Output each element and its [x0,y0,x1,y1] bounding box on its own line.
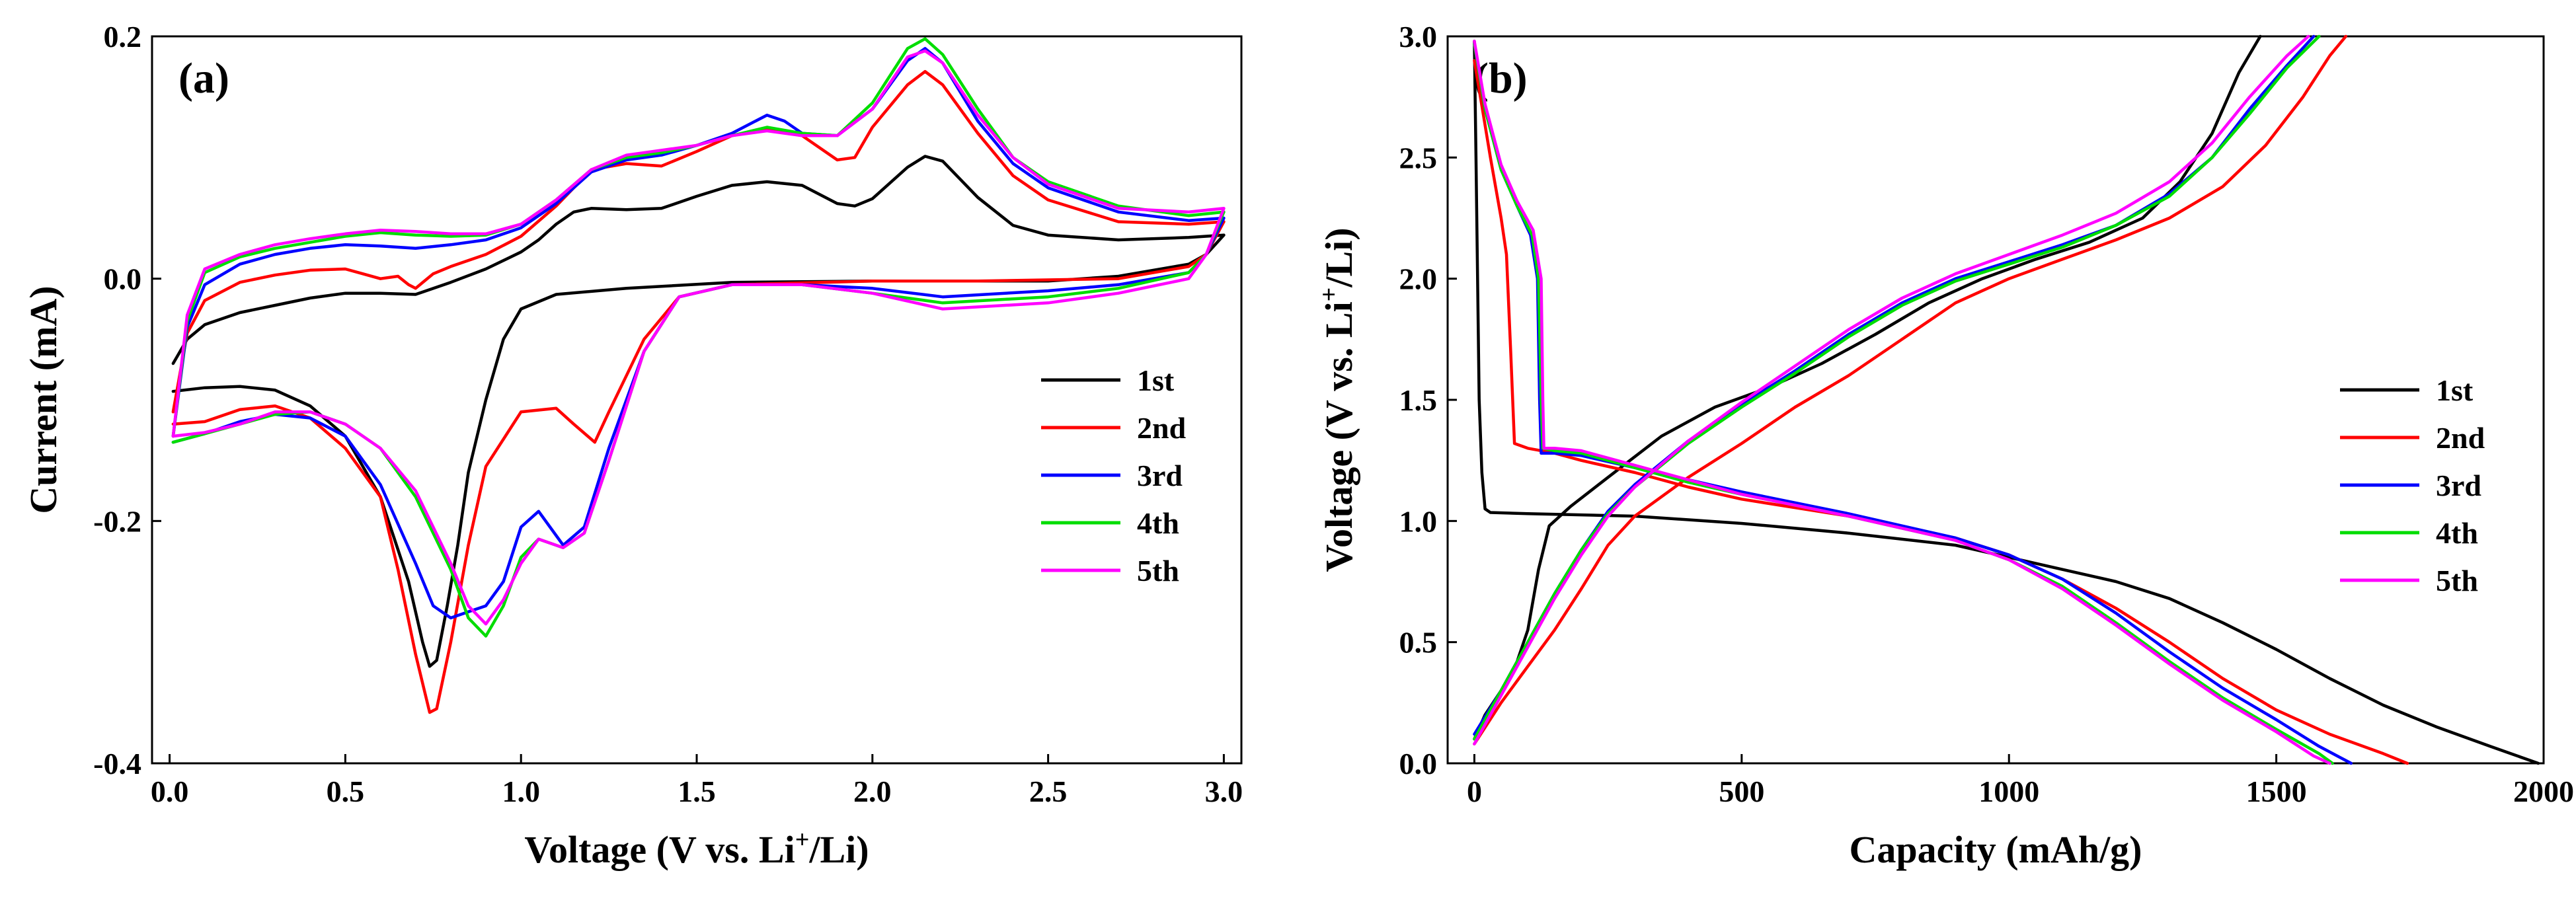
panel-a-legend-label-1st: 1st [1137,363,1175,397]
panel-b-y-tick-label: 2.0 [1399,262,1438,296]
panel-b-charge-discharge-chart: 0 500 1000 1500 2000 0.0 0.5 1.0 1.5 2.0 2.5 3.0 Cap… [1315,20,2574,871]
panel-b-y-tick-label: 3.0 [1399,20,1438,54]
panel-b-y-tick-label: 1.0 [1399,504,1438,538]
panel-b-legend-label-2nd: 2nd [2436,421,2485,455]
panel-a-x-tick-label: 2.0 [853,775,892,808]
panel-b-x-tick-label: 1500 [2246,775,2307,808]
panel-b-y-tick-label: 1.5 [1399,383,1438,417]
panel-a-legend-label-4th: 4th [1137,506,1179,540]
panel-a-legend-label-3rd: 3rd [1137,459,1183,492]
panel-b-plot-frame [1446,35,2545,765]
panel-a-series-3rd-cathodic-line [171,216,1226,620]
panel-b-x-tick-label: 2000 [2513,775,2574,808]
panel-b-x-tick-label: 500 [1719,775,1764,808]
panel-a-y-tick-label: 0.0 [104,262,142,296]
panel-a-series-3rd-anodic-line [171,47,1226,438]
panel-b-y-axis-title-superscript: + [1315,287,1343,302]
panel-b-x-tick-label: 0 [1467,775,1482,808]
panel-b-legend-label-3rd: 3rd [2436,469,2481,502]
panel-a-series-5th-cathodic-line [171,207,1226,626]
panel-b-series-4th-charge-line [1473,34,2321,741]
panel-a-x-axis-title-text-end: /Li) [808,828,869,871]
panel-a-label: (a) [178,54,229,102]
panel-b-y-tick-label: 0.5 [1399,626,1438,660]
panel-a-series-4th-anodic-line [171,37,1226,438]
panel-b-y-axis-title-text-end: /Li) [1317,227,1360,287]
panel-b-y-axis-title: Voltage (V vs. Li+/Li) [1315,227,1360,572]
panel-a-x-axis-title: Voltage (V vs. Li+/Li) [524,826,869,871]
panel-b-series-5th-charge-line [1473,34,2310,745]
panel-b-series-5th-discharge-line [1473,40,2331,765]
panel-b-x-axis-title-text: Capacity (mAh/g) [1849,828,2142,871]
panel-a-y-tick-label: -0.4 [93,747,141,780]
panel-a-cv-chart: 0.0 0.5 1.0 1.5 2.0 2.5 3.0 -0.4 -0.2 0.0 0.2 Volta… [22,20,1243,871]
panel-a-series-5th-anodic-line [171,49,1226,438]
panel-a-legend-label-2nd: 2nd [1137,411,1187,445]
panel-b-legend-label-4th: 4th [2436,516,2478,550]
panel-a-y-tick-label: -0.2 [93,504,141,538]
panel-b-series-3rd-discharge-line [1473,42,2353,765]
panel-a-y-tick-label: 0.2 [104,20,142,54]
panel-b-y-axis-title-text: Voltage (V vs. Li [1317,301,1360,572]
panel-a-series-1st-anodic-line [171,155,1226,365]
panel-a-x-tick-label: 0.0 [151,775,189,808]
panel-b-series-4th-discharge-line [1473,42,2334,765]
panel-b-y-tick-label: 2.5 [1399,141,1438,174]
panel-b-series-1st-discharge-line [1473,40,2540,765]
panel-a-series-2nd-cathodic-line [171,220,1226,714]
panel-a-x-tick-label: 3.0 [1205,775,1243,808]
panel-a-x-axis-title-superscript: + [795,826,810,854]
panel-a-x-tick-label: 0.5 [327,775,365,808]
panel-b-x-axis-title: Capacity (mAh/g) [1849,828,2142,871]
panel-a-x-tick-label: 1.0 [502,775,540,808]
panel-a-series-2nd-anodic-line [171,69,1226,414]
panel-b-legend-label-5th: 5th [2436,564,2478,597]
panel-b-legend-label-1st: 1st [2436,373,2474,407]
panel-b-y-tick-label: 0.0 [1399,747,1438,780]
panel-a-x-tick-label: 1.5 [678,775,716,808]
panel-a-x-axis-title-text: Voltage (V vs. Li [524,828,795,871]
panel-a-legend-label-5th: 5th [1137,554,1179,588]
panel-b-x-tick-label: 1000 [1978,775,2039,808]
panel-b-series-3rd-charge-line [1473,34,2316,736]
panel-a-x-tick-label: 2.5 [1029,775,1068,808]
panel-a-y-axis-title-text: Current (mA) [22,285,65,513]
panel-b-series-2nd-discharge-line [1473,59,2409,765]
panel-b-series-2nd-charge-line [1473,34,2348,745]
panel-a-y-axis-title: Current (mA) [22,285,65,513]
